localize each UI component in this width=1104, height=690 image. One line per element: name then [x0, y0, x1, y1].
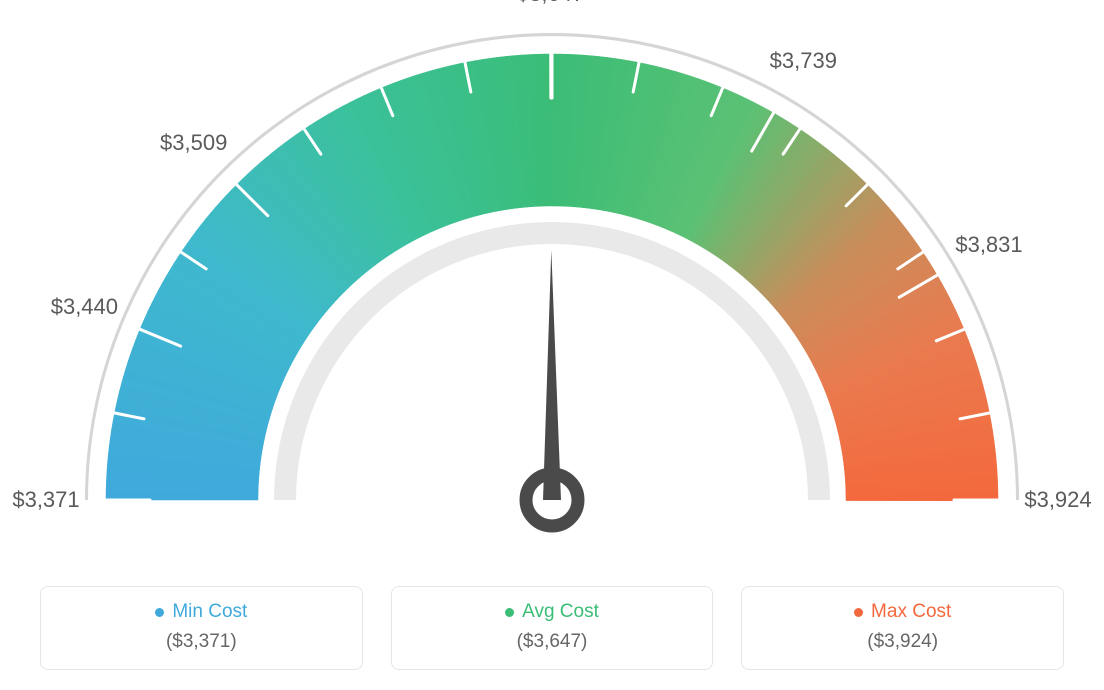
scale-label: $3,509: [160, 130, 227, 156]
legend-min-dot: [155, 608, 164, 617]
legend-max-label: Max Cost: [871, 601, 951, 623]
scale-label: $3,831: [955, 232, 1022, 258]
legend-max: Max Cost ($3,924): [741, 586, 1064, 670]
legend-avg-value: ($3,647): [402, 631, 703, 653]
legend-max-title: Max Cost: [854, 601, 951, 623]
gauge-area: $3,371 $3,440 $3,509 $3,647 $3,739 $3,831 $3,9…: [0, 0, 1104, 560]
gauge-svg: [0, 0, 1104, 560]
legend-avg-dot: [505, 608, 514, 617]
scale-label: $3,440: [51, 294, 118, 320]
legend-min-value: ($3,371): [51, 631, 352, 653]
legend-row: Min Cost ($3,371) Avg Cost ($3,647) Max …: [0, 586, 1104, 670]
scale-label: $3,647: [517, 0, 584, 7]
legend-max-dot: [854, 608, 863, 617]
legend-min-title: Min Cost: [155, 601, 247, 623]
scale-label: $3,371: [12, 487, 79, 513]
scale-label: $3,924: [1024, 487, 1091, 513]
gauge-chart-container: $3,371 $3,440 $3,509 $3,647 $3,739 $3,831 $3,9…: [0, 0, 1104, 690]
legend-min: Min Cost ($3,371): [40, 586, 363, 670]
legend-min-label: Min Cost: [172, 601, 247, 623]
legend-avg-label: Avg Cost: [522, 601, 599, 623]
legend-avg: Avg Cost ($3,647): [391, 586, 714, 670]
legend-max-value: ($3,924): [752, 631, 1053, 653]
legend-avg-title: Avg Cost: [505, 601, 599, 623]
scale-label: $3,739: [770, 48, 837, 74]
